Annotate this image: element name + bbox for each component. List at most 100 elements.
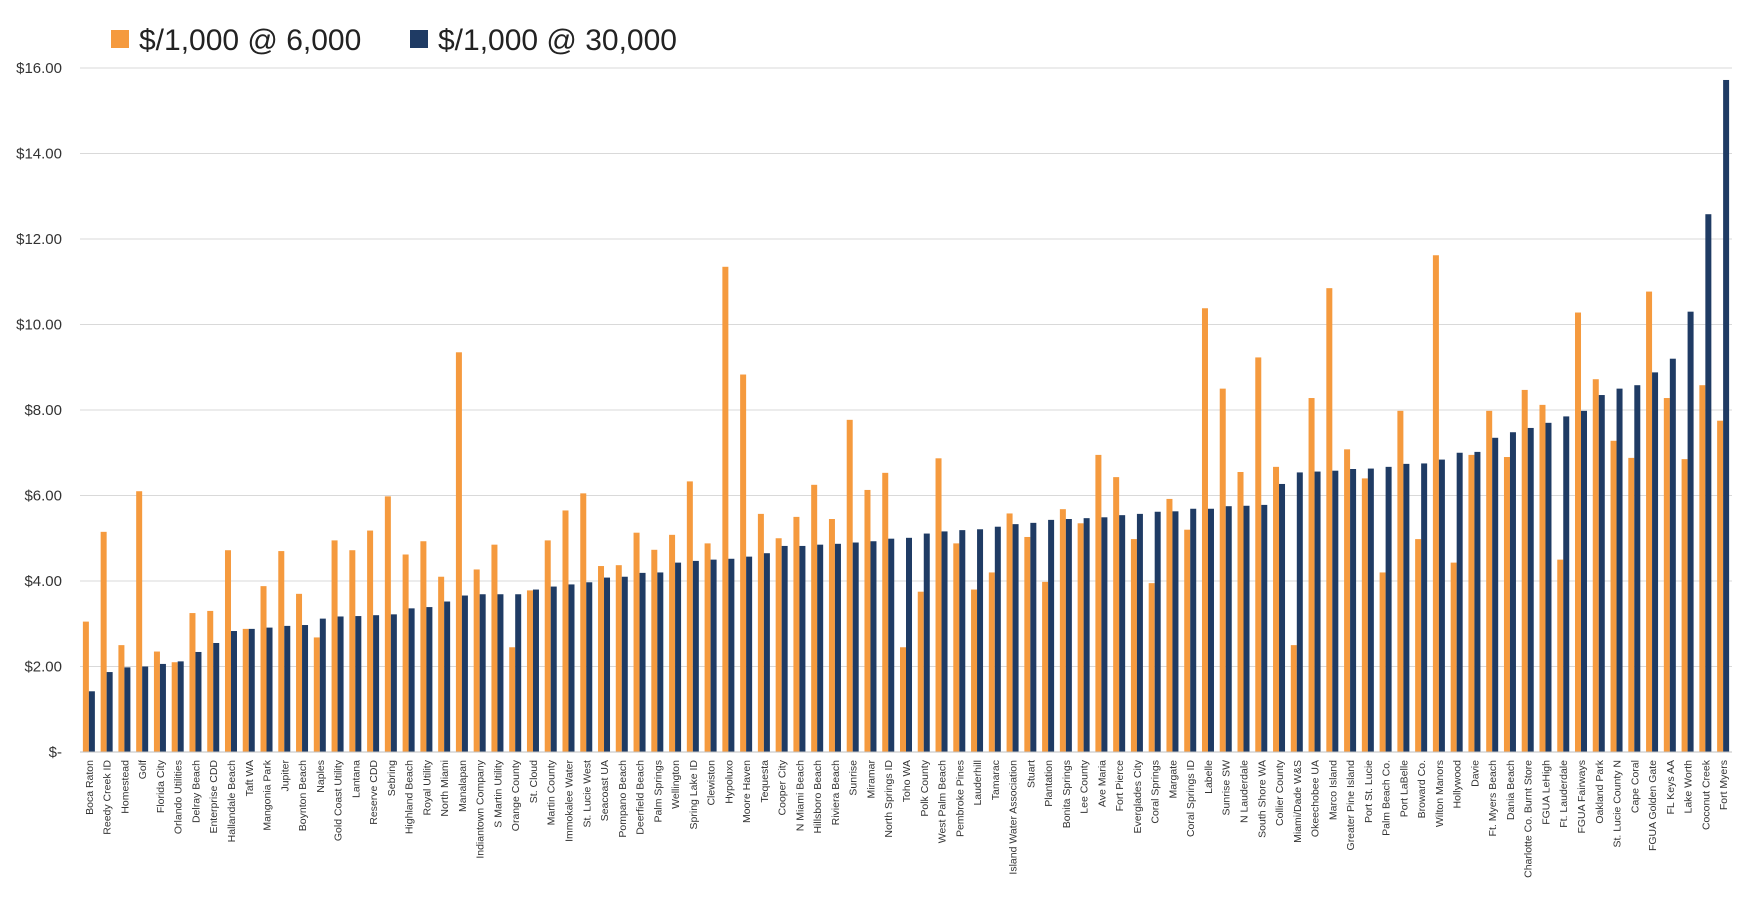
bar-30000 <box>1261 504 1268 752</box>
y-tick-label: $2.00 <box>24 659 62 676</box>
x-tick-label: Miramar <box>865 759 877 798</box>
bar-6000 <box>757 513 764 752</box>
x-tick-label: Immokalee Water <box>563 760 575 842</box>
bar-30000 <box>373 615 380 752</box>
bar-6000 <box>100 531 107 752</box>
x-tick-label: Pembroke Pines <box>954 760 966 837</box>
x-tick-label: Tamarac <box>990 760 1002 800</box>
bar-6000 <box>1699 385 1706 752</box>
bar-6000 <box>1717 420 1724 752</box>
bar-6000 <box>1450 562 1457 752</box>
bar-6000 <box>1166 498 1173 752</box>
x-tick-label: Sebring <box>386 760 398 796</box>
bar-30000 <box>1509 432 1516 752</box>
bar-6000 <box>278 551 285 752</box>
bar-6000 <box>491 544 498 752</box>
x-tick-label: Cape Coral <box>1629 760 1641 813</box>
bar-30000 <box>977 529 984 752</box>
x-tick-label: Sunrise <box>848 760 860 796</box>
bar-6000 <box>189 613 196 752</box>
legend-swatch-series-1 <box>111 30 129 48</box>
bar-30000 <box>959 530 966 752</box>
bar-6000 <box>1326 288 1333 752</box>
x-tick-label: Hillsboro Beach <box>812 760 824 834</box>
x-tick-label: Cooper City <box>777 759 789 815</box>
legend-label-series-1: $/1,000 @ 6,000 <box>139 24 361 57</box>
x-tick-label: Polk County <box>919 759 931 816</box>
x-tick-label: Broward Co. <box>1416 760 1428 818</box>
x-tick-label: Hypoluxo <box>723 760 735 804</box>
x-tick-label: Indiantown Company <box>475 759 487 858</box>
x-tick-label: Lee County <box>1079 759 1091 813</box>
x-tick-label: Deerfield Beach <box>635 760 647 835</box>
bar-30000 <box>1243 505 1250 752</box>
bar-30000 <box>1172 511 1179 752</box>
bar-6000 <box>313 637 320 752</box>
bar-6000 <box>1130 539 1137 752</box>
bar-30000 <box>177 661 184 752</box>
bar-30000 <box>1687 311 1694 752</box>
x-tick-label: Enterprise CDD <box>208 760 220 834</box>
x-tick-label: North Springs ID <box>883 760 895 838</box>
x-tick-label: Coconut Creek <box>1700 759 1712 830</box>
bar-30000 <box>834 543 841 752</box>
bar-30000 <box>941 531 948 752</box>
x-tick-label: Davie <box>1469 760 1481 787</box>
bar-6000 <box>704 543 711 752</box>
bar-6000 <box>1077 523 1084 752</box>
bar-30000 <box>586 582 593 752</box>
bar-6000 <box>900 647 906 752</box>
bar-6000 <box>793 516 800 753</box>
x-tick-label: Oakland Park <box>1594 759 1606 823</box>
x-tick-label: Delray Beach <box>190 760 202 823</box>
bar-30000 <box>1403 463 1410 752</box>
bar-30000 <box>746 556 753 752</box>
bar-30000 <box>302 625 309 752</box>
bar-30000 <box>1545 422 1552 752</box>
bar-30000 <box>675 562 682 752</box>
bar-30000 <box>1527 427 1534 752</box>
x-tick-label: Reedy Creek ID <box>102 760 114 835</box>
bar-6000 <box>686 481 693 752</box>
x-tick-label: Toho WA <box>901 760 913 802</box>
x-tick-label: Golf <box>137 760 149 779</box>
bar-6000 <box>1415 539 1422 752</box>
y-tick-label: $14.00 <box>16 146 62 163</box>
bar-6000 <box>882 472 889 752</box>
bar-6000 <box>1113 477 1120 752</box>
x-tick-label: Palm Springs <box>652 760 664 822</box>
bar-6000 <box>1468 454 1475 752</box>
bar-30000 <box>1421 463 1428 752</box>
x-tick-label: Ft. Myers Beach <box>1487 760 1499 837</box>
x-tick-label: Fort Myers <box>1718 760 1730 810</box>
bars <box>82 79 1730 753</box>
x-tick-label: Fort Pierce <box>1114 760 1126 812</box>
bar-30000 <box>1048 519 1055 752</box>
bar-6000 <box>1006 513 1013 752</box>
bar-30000 <box>444 601 451 752</box>
x-tick-label: Charlotte Co. Burnt Store <box>1523 760 1535 878</box>
x-tick-label: N Miami Beach <box>794 760 806 831</box>
x-tick-label: Ft. Lauderdale <box>1558 760 1570 828</box>
bar-6000 <box>864 489 871 752</box>
bar-6000 <box>1521 389 1528 752</box>
x-tick-label: Labelle <box>1203 760 1215 794</box>
x-tick-label: St. Lucie County N <box>1612 760 1624 848</box>
bar-6000 <box>722 266 729 752</box>
bar-30000 <box>1474 451 1481 752</box>
x-tick-label: Highland Beach <box>404 760 416 834</box>
bar-30000 <box>781 545 788 752</box>
bar-30000 <box>1119 515 1126 752</box>
x-tick-label: Collier County <box>1274 759 1286 826</box>
x-tick-label: Manalapan <box>457 760 469 812</box>
bar-30000 <box>319 618 326 752</box>
bar-6000 <box>1273 466 1280 752</box>
bar-6000 <box>1308 398 1315 752</box>
x-tick-label: FL Keys AA <box>1665 760 1677 814</box>
bar-6000 <box>1539 404 1546 752</box>
bar-30000 <box>1598 395 1605 752</box>
bar-30000 <box>1012 524 1019 752</box>
bar-6000 <box>1592 379 1599 752</box>
bar-30000 <box>426 607 433 752</box>
bar-30000 <box>1563 416 1570 752</box>
